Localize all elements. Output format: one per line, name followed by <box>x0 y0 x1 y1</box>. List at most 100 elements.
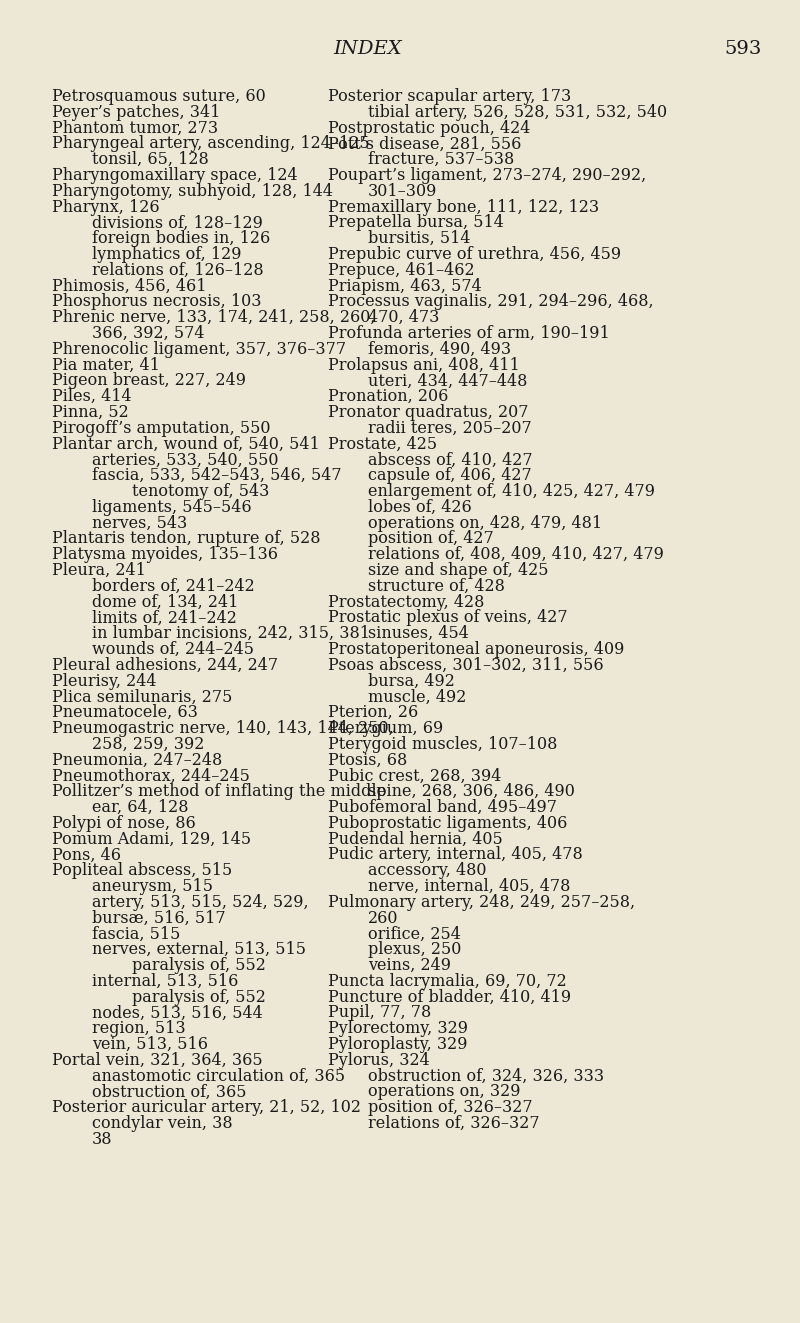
Text: Pulmonary artery, 248, 249, 257–258,: Pulmonary artery, 248, 249, 257–258, <box>328 894 635 910</box>
Text: Pneumogastric nerve, 140, 143, 144, 250,: Pneumogastric nerve, 140, 143, 144, 250, <box>52 720 394 737</box>
Text: position of, 427: position of, 427 <box>368 531 494 548</box>
Text: Pneumothorax, 244–245: Pneumothorax, 244–245 <box>52 767 250 785</box>
Text: sinuses, 454: sinuses, 454 <box>368 626 469 642</box>
Text: Prolapsus ani, 408, 411: Prolapsus ani, 408, 411 <box>328 357 520 373</box>
Text: Pollitzer’s method of inflating the middle: Pollitzer’s method of inflating the midd… <box>52 783 386 800</box>
Text: operations on, 329: operations on, 329 <box>368 1084 521 1101</box>
Text: Prostatoperitoneal aponeurosis, 409: Prostatoperitoneal aponeurosis, 409 <box>328 642 624 658</box>
Text: anastomotic circulation of, 365: anastomotic circulation of, 365 <box>92 1068 345 1085</box>
Text: fracture, 537–538: fracture, 537–538 <box>368 151 514 168</box>
Text: Puboprostatic ligaments, 406: Puboprostatic ligaments, 406 <box>328 815 567 832</box>
Text: size and shape of, 425: size and shape of, 425 <box>368 562 549 579</box>
Text: abscess of, 410, 427: abscess of, 410, 427 <box>368 451 533 468</box>
Text: divisions of, 128–129: divisions of, 128–129 <box>92 214 263 232</box>
Text: bursæ, 516, 517: bursæ, 516, 517 <box>92 910 226 926</box>
Text: orifice, 254: orifice, 254 <box>368 925 461 942</box>
Text: obstruction of, 324, 326, 333: obstruction of, 324, 326, 333 <box>368 1068 604 1085</box>
Text: obstruction of, 365: obstruction of, 365 <box>92 1084 246 1101</box>
Text: region, 513: region, 513 <box>92 1020 186 1037</box>
Text: ligaments, 545–546: ligaments, 545–546 <box>92 499 252 516</box>
Text: capsule of, 406, 427: capsule of, 406, 427 <box>368 467 532 484</box>
Text: Pubofemoral band, 495–497: Pubofemoral band, 495–497 <box>328 799 557 816</box>
Text: Prostatectomy, 428: Prostatectomy, 428 <box>328 594 484 611</box>
Text: Pudendal hernia, 405: Pudendal hernia, 405 <box>328 831 502 848</box>
Text: Pronation, 206: Pronation, 206 <box>328 388 448 405</box>
Text: Plantar arch, wound of, 540, 541: Plantar arch, wound of, 540, 541 <box>52 435 320 452</box>
Text: uteri, 434, 447–448: uteri, 434, 447–448 <box>368 372 527 389</box>
Text: Phrenocolic ligament, 357, 376–377: Phrenocolic ligament, 357, 376–377 <box>52 341 346 357</box>
Text: veins, 249: veins, 249 <box>368 957 451 974</box>
Text: Petrosquamous suture, 60: Petrosquamous suture, 60 <box>52 89 266 105</box>
Text: Phrenic nerve, 133, 174, 241, 258, 260,: Phrenic nerve, 133, 174, 241, 258, 260, <box>52 310 375 327</box>
Text: Pharyngotomy, subhyoid, 128, 144: Pharyngotomy, subhyoid, 128, 144 <box>52 183 333 200</box>
Text: muscle, 492: muscle, 492 <box>368 688 466 705</box>
Text: Puncta lacrymalia, 69, 70, 72: Puncta lacrymalia, 69, 70, 72 <box>328 972 566 990</box>
Text: bursitis, 514: bursitis, 514 <box>368 230 470 247</box>
Text: Pia mater, 41: Pia mater, 41 <box>52 357 160 373</box>
Text: borders of, 241–242: borders of, 241–242 <box>92 578 254 595</box>
Text: Processus vaginalis, 291, 294–296, 468,: Processus vaginalis, 291, 294–296, 468, <box>328 294 654 311</box>
Text: lobes of, 426: lobes of, 426 <box>368 499 472 516</box>
Text: tonsil, 65, 128: tonsil, 65, 128 <box>92 151 209 168</box>
Text: artery, 513, 515, 524, 529,: artery, 513, 515, 524, 529, <box>92 894 309 910</box>
Text: operations on, 428, 479, 481: operations on, 428, 479, 481 <box>368 515 602 532</box>
Text: enlargement of, 410, 425, 427, 479: enlargement of, 410, 425, 427, 479 <box>368 483 655 500</box>
Text: paralysis of, 552: paralysis of, 552 <box>132 957 266 974</box>
Text: Pubic crest, 268, 394: Pubic crest, 268, 394 <box>328 767 502 785</box>
Text: femoris, 490, 493: femoris, 490, 493 <box>368 341 511 357</box>
Text: arteries, 533, 540, 550: arteries, 533, 540, 550 <box>92 451 278 468</box>
Text: Psoas abscess, 301–302, 311, 556: Psoas abscess, 301–302, 311, 556 <box>328 656 604 673</box>
Text: Pleurisy, 244: Pleurisy, 244 <box>52 672 157 689</box>
Text: INDEX: INDEX <box>334 40 402 58</box>
Text: nerves, external, 513, 515: nerves, external, 513, 515 <box>92 941 306 958</box>
Text: relations of, 126–128: relations of, 126–128 <box>92 262 264 279</box>
Text: Plica semilunaris, 275: Plica semilunaris, 275 <box>52 688 232 705</box>
Text: Pott’s disease, 281, 556: Pott’s disease, 281, 556 <box>328 135 522 152</box>
Text: Piles, 414: Piles, 414 <box>52 388 132 405</box>
Text: Prepatella bursa, 514: Prepatella bursa, 514 <box>328 214 504 232</box>
Text: Pharyngeal artery, ascending, 124–125: Pharyngeal artery, ascending, 124–125 <box>52 135 370 152</box>
Text: Pomum Adami, 129, 145: Pomum Adami, 129, 145 <box>52 831 251 848</box>
Text: Prepuce, 461–462: Prepuce, 461–462 <box>328 262 474 279</box>
Text: Prostate, 425: Prostate, 425 <box>328 435 437 452</box>
Text: Pleura, 241: Pleura, 241 <box>52 562 146 579</box>
Text: Phosphorus necrosis, 103: Phosphorus necrosis, 103 <box>52 294 262 311</box>
Text: Prostatic plexus of veins, 427: Prostatic plexus of veins, 427 <box>328 610 568 626</box>
Text: Puncture of bladder, 410, 419: Puncture of bladder, 410, 419 <box>328 988 571 1005</box>
Text: internal, 513, 516: internal, 513, 516 <box>92 972 238 990</box>
Text: relations of, 326–327: relations of, 326–327 <box>368 1115 540 1132</box>
Text: Portal vein, 321, 364, 365: Portal vein, 321, 364, 365 <box>52 1052 262 1069</box>
Text: Postprostatic pouch, 424: Postprostatic pouch, 424 <box>328 119 530 136</box>
Text: 38: 38 <box>92 1131 113 1148</box>
Text: Ptosis, 68: Ptosis, 68 <box>328 751 407 769</box>
Text: tenotomy of, 543: tenotomy of, 543 <box>132 483 270 500</box>
Text: dome of, 134, 241: dome of, 134, 241 <box>92 594 238 611</box>
Text: Pylorectomy, 329: Pylorectomy, 329 <box>328 1020 468 1037</box>
Text: Platysma myoides, 135–136: Platysma myoides, 135–136 <box>52 546 278 564</box>
Text: Pigeon breast, 227, 249: Pigeon breast, 227, 249 <box>52 372 246 389</box>
Text: Pterygoid muscles, 107–108: Pterygoid muscles, 107–108 <box>328 736 558 753</box>
Text: in lumbar incisions, 242, 315, 381: in lumbar incisions, 242, 315, 381 <box>92 626 370 642</box>
Text: Phantom tumor, 273: Phantom tumor, 273 <box>52 119 218 136</box>
Text: Pronator quadratus, 207: Pronator quadratus, 207 <box>328 404 529 421</box>
Text: 301–309: 301–309 <box>368 183 438 200</box>
Text: limits of, 241–242: limits of, 241–242 <box>92 610 237 626</box>
Text: Popliteal abscess, 515: Popliteal abscess, 515 <box>52 863 232 880</box>
Text: Phimosis, 456, 461: Phimosis, 456, 461 <box>52 278 206 295</box>
Text: 470, 473: 470, 473 <box>368 310 439 327</box>
Text: 258, 259, 392: 258, 259, 392 <box>92 736 204 753</box>
Text: fascia, 533, 542–543, 546, 547: fascia, 533, 542–543, 546, 547 <box>92 467 342 484</box>
Text: 260: 260 <box>368 910 398 926</box>
Text: Pharynx, 126: Pharynx, 126 <box>52 198 160 216</box>
Text: nerve, internal, 405, 478: nerve, internal, 405, 478 <box>368 878 570 894</box>
Text: Pleural adhesions, 244, 247: Pleural adhesions, 244, 247 <box>52 656 278 673</box>
Text: Posterior auricular artery, 21, 52, 102: Posterior auricular artery, 21, 52, 102 <box>52 1099 361 1117</box>
Text: Profunda arteries of arm, 190–191: Profunda arteries of arm, 190–191 <box>328 325 610 343</box>
Text: radii teres, 205–207: radii teres, 205–207 <box>368 419 532 437</box>
Text: fascia, 515: fascia, 515 <box>92 925 180 942</box>
Text: Pneumonia, 247–248: Pneumonia, 247–248 <box>52 751 222 769</box>
Text: Pirogoff’s amputation, 550: Pirogoff’s amputation, 550 <box>52 419 270 437</box>
Text: Plantaris tendon, rupture of, 528: Plantaris tendon, rupture of, 528 <box>52 531 321 548</box>
Text: nodes, 513, 516, 544: nodes, 513, 516, 544 <box>92 1004 262 1021</box>
Text: position of, 326–327: position of, 326–327 <box>368 1099 533 1117</box>
